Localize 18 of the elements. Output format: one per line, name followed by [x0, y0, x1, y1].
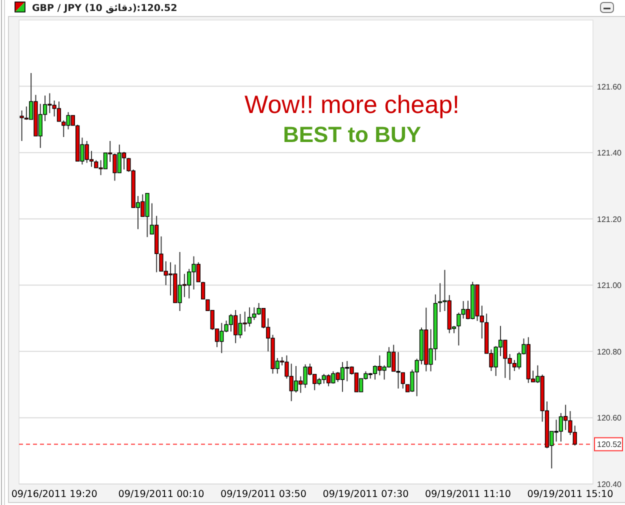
ref-line: 120.52	[18, 437, 623, 452]
x-tick-label: 09/19/2011 07:30	[322, 489, 409, 500]
annotation: BEST to BUY	[282, 122, 422, 147]
x-tick-label: 09/16/2011 19:20	[11, 489, 98, 500]
y-tick-label: 121.00	[597, 281, 622, 290]
annotation: Wow!! more cheap!	[244, 91, 460, 119]
ref-line-label: 120.52	[597, 440, 622, 450]
x-tick-label: 09/19/2011 15:10	[527, 489, 614, 500]
y-tick-label: 121.40	[597, 148, 622, 158]
y-tick-label: 121.20	[597, 214, 622, 224]
y-tick-label: 120.40	[597, 480, 622, 489]
chart-title: GBP / JPY (10 دقائق):120.52	[32, 3, 178, 14]
y-tick-label: 121.60	[597, 82, 622, 92]
y-tick-label: 120.60	[597, 414, 622, 423]
x-tick-label: 09/19/2011 11:10	[424, 489, 511, 500]
x-tick-label: 09/19/2011 03:50	[220, 489, 306, 500]
x-tick-label: 09/19/2011 00:10	[118, 489, 204, 500]
y-tick-label: 120.80	[597, 347, 622, 356]
